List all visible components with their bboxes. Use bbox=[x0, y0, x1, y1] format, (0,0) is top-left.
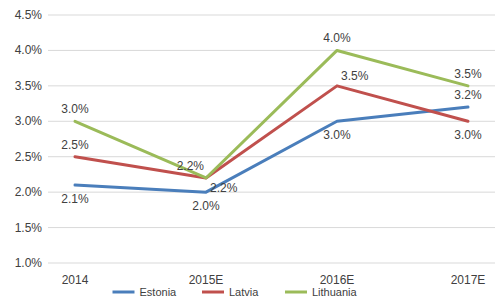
y-tick-label: 2.5% bbox=[15, 150, 43, 164]
data-label: 2.1% bbox=[61, 192, 89, 206]
data-label: 3.5% bbox=[454, 67, 482, 81]
data-label: 2.5% bbox=[61, 138, 89, 152]
data-labels: 2.1% 2.0% 3.0% 3.2% 2.5% 2.2% 3.5% 3.0% 3.0% 2.2%… bbox=[61, 31, 482, 213]
data-label: 2.2% bbox=[177, 159, 205, 173]
data-label: 2.0% bbox=[192, 199, 220, 213]
data-label: 3.0% bbox=[323, 128, 351, 142]
y-tick-label: 3.5% bbox=[15, 79, 43, 93]
y-tick-label: 2.0% bbox=[15, 185, 43, 199]
data-label: 2.2% bbox=[210, 181, 238, 195]
legend: Estonia Latvia Lithuania bbox=[113, 286, 358, 298]
grid-line bbox=[48, 192, 495, 193]
y-tick-label: 3.0% bbox=[15, 114, 43, 128]
data-label: 3.2% bbox=[454, 88, 482, 102]
series-lines bbox=[75, 50, 468, 192]
series-line bbox=[75, 50, 468, 178]
legend-label: Lithuania bbox=[312, 286, 358, 298]
grid-line bbox=[48, 85, 495, 86]
data-label: 4.0% bbox=[323, 31, 351, 45]
y-tick-label: 1.0% bbox=[15, 256, 43, 270]
grid-line bbox=[48, 227, 495, 228]
legend-label: Latvia bbox=[229, 286, 259, 298]
x-tick-label: 2016E bbox=[320, 273, 355, 287]
legend-label: Estonia bbox=[140, 286, 178, 298]
chart-container: 1.0% 1.5% 2.0% 2.5% 3.0% 3.5% 4.0% 4.5% 2014 2015… bbox=[0, 0, 500, 305]
grid-line bbox=[48, 263, 495, 264]
data-label: 3.0% bbox=[454, 128, 482, 142]
x-tick-label: 2015E bbox=[189, 273, 224, 287]
chart: 1.0% 1.5% 2.0% 2.5% 3.0% 3.5% 4.0% 4.5% 2014 2015… bbox=[0, 0, 500, 305]
y-tick-label: 4.5% bbox=[15, 8, 43, 22]
grid-line bbox=[48, 15, 495, 16]
legend-swatch bbox=[202, 291, 224, 294]
grid-line bbox=[48, 121, 495, 122]
grid-line bbox=[48, 50, 495, 51]
x-tick-label: 2017E bbox=[451, 273, 486, 287]
data-label: 3.5% bbox=[341, 69, 369, 83]
y-tick-label: 4.0% bbox=[15, 43, 43, 57]
y-tick-label: 1.5% bbox=[15, 221, 43, 235]
series-line bbox=[75, 86, 468, 178]
legend-swatch bbox=[113, 291, 135, 294]
x-tick-label: 2014 bbox=[62, 273, 89, 287]
data-label: 3.0% bbox=[61, 102, 89, 116]
legend-swatch bbox=[285, 291, 307, 294]
grid bbox=[48, 15, 495, 263]
series-line bbox=[75, 107, 468, 192]
